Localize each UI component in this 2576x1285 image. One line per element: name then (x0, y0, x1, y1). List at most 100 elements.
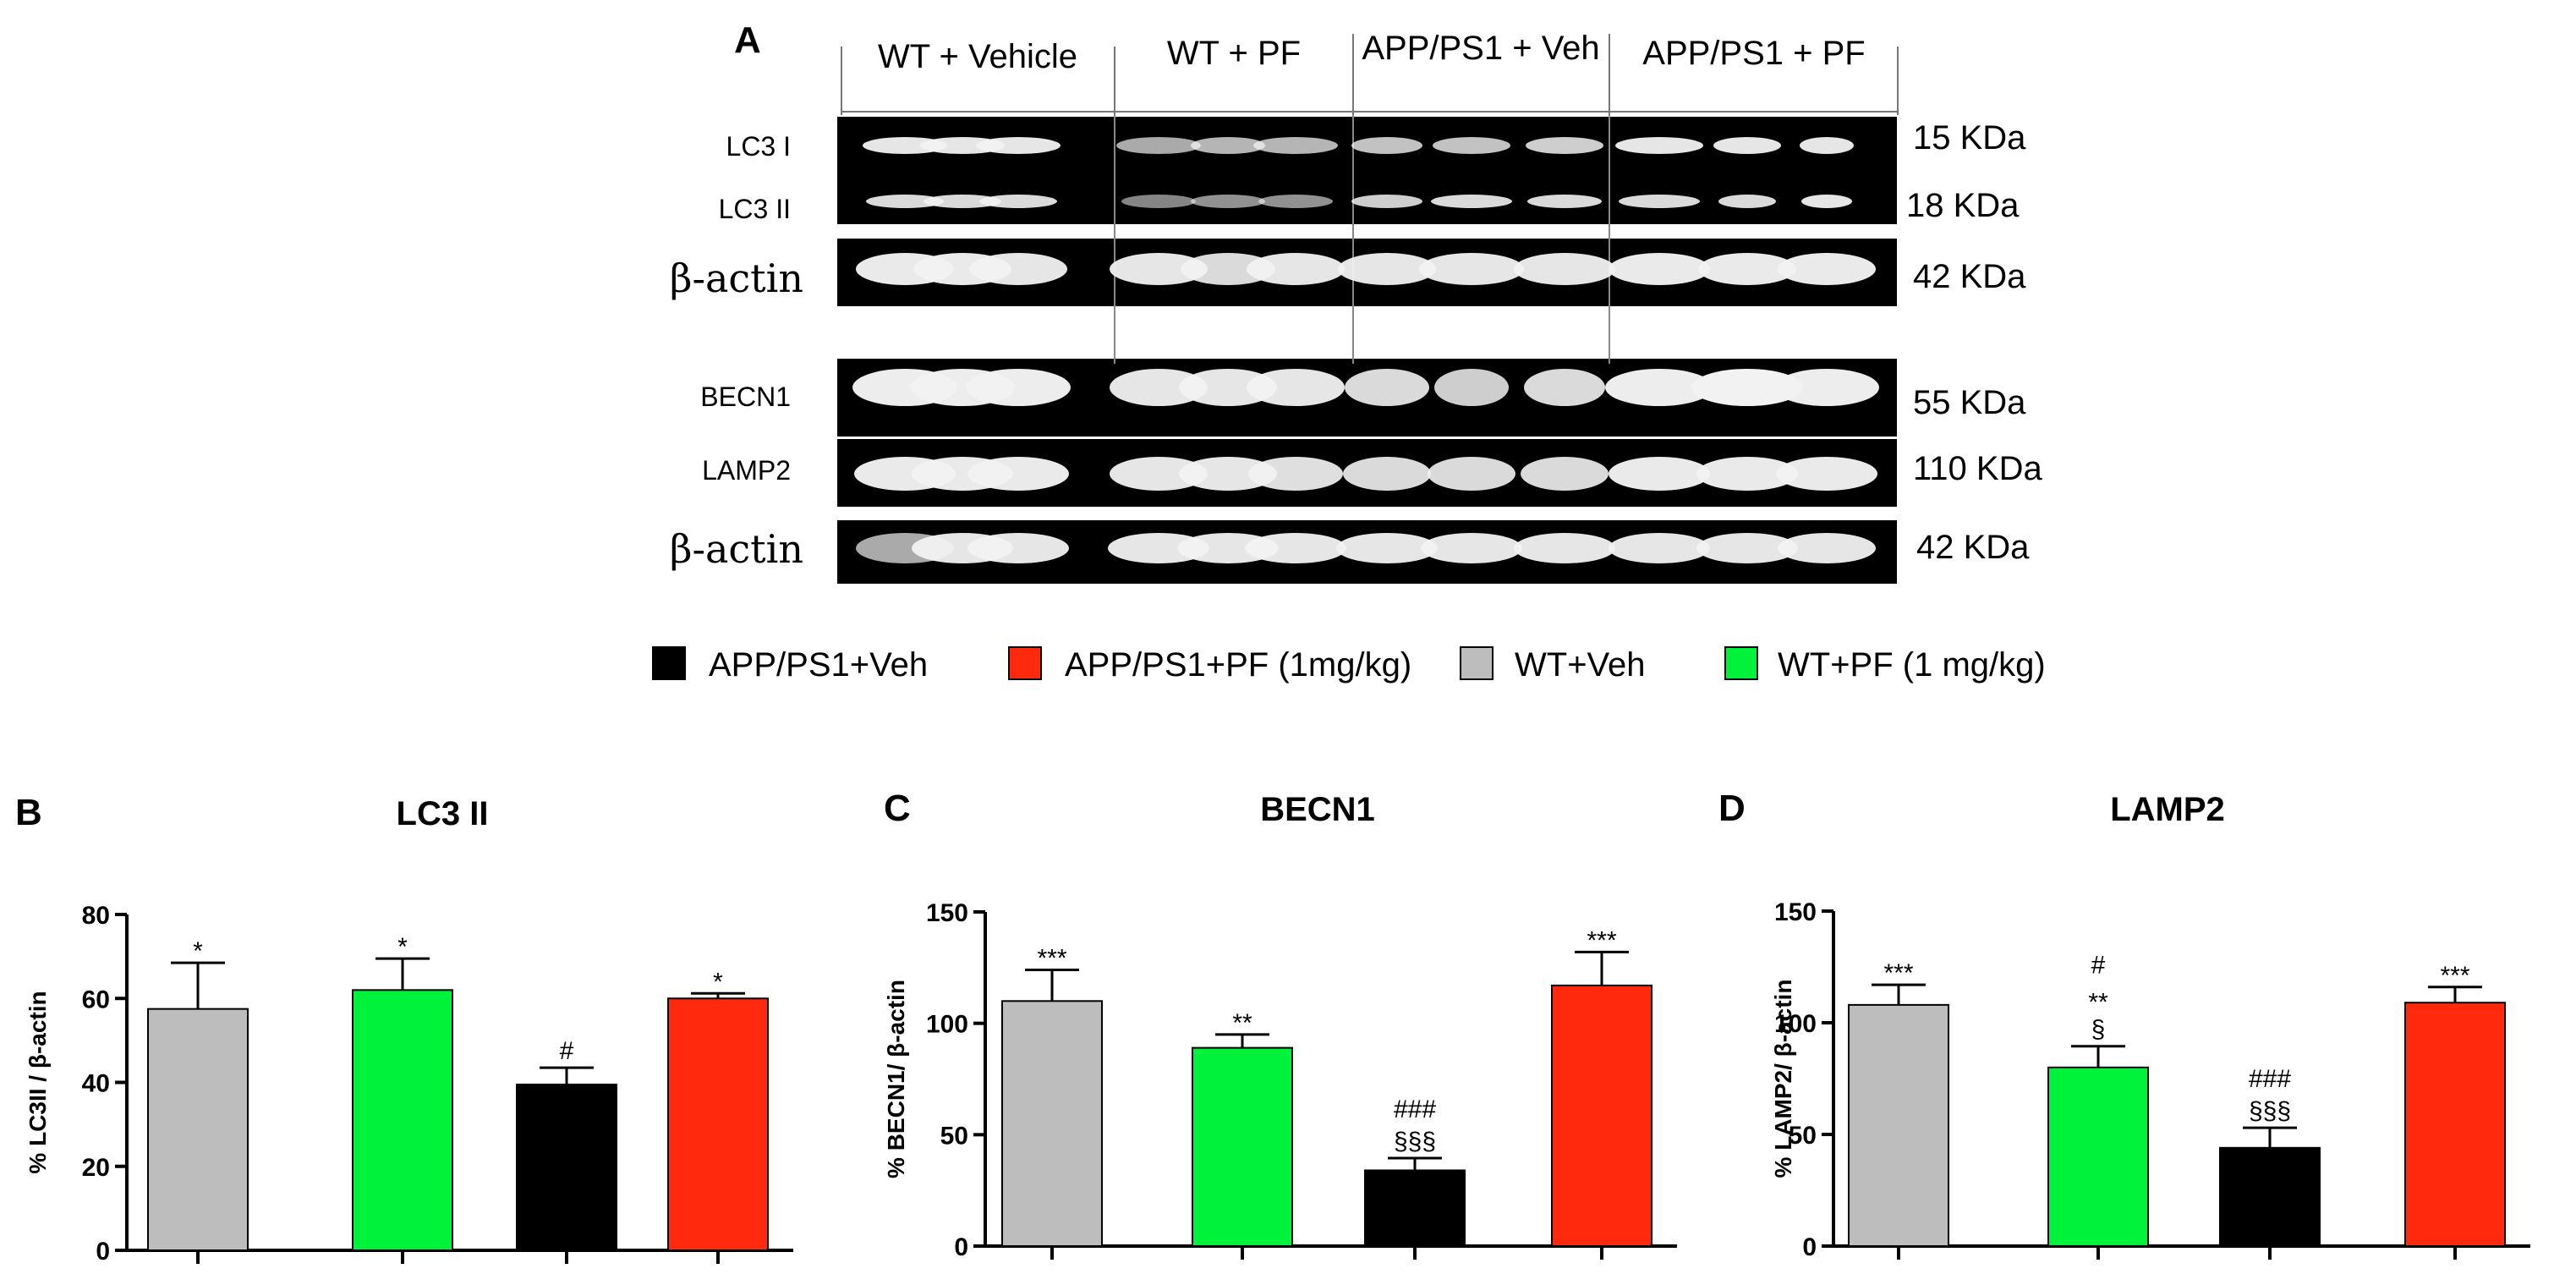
y-axis-label: % BECN1/ β-actin (883, 980, 909, 1178)
blot-row-label: LC3 I (726, 131, 791, 162)
y-tick-label: 150 (1774, 898, 1817, 926)
y-axis-label: % LC3II / β-actin (25, 991, 51, 1173)
significance-label: *** (1883, 959, 1913, 987)
blot-band (1179, 457, 1277, 491)
legend-swatch (1460, 646, 1494, 680)
blot-band (1116, 137, 1201, 154)
blot-band (1110, 369, 1208, 406)
y-tick-label: 150 (926, 899, 968, 927)
blot-band (1433, 137, 1510, 154)
blot-band (1526, 137, 1603, 154)
chart-title: LAMP2 (2110, 791, 2225, 828)
blot-size-label: 42 KDa (1913, 258, 2026, 295)
blot-size-label: 55 KDa (1913, 384, 2026, 421)
blot-size-label: 42 KDa (1916, 529, 2030, 566)
blot-separators (1114, 115, 1610, 364)
blot-band (1181, 253, 1275, 285)
legend-swatch (1008, 646, 1042, 680)
significance-label: ** (1232, 1009, 1252, 1037)
blot-row-label: LC3 II (719, 194, 791, 224)
blot-band (1245, 533, 1346, 563)
blot-group-label: WT + Vehicle (878, 38, 1077, 75)
y-tick-label: 50 (1789, 1122, 1817, 1150)
bar (1001, 1000, 1103, 1248)
significance-label: *** (2440, 962, 2469, 990)
blot-band (924, 195, 1001, 208)
blot-band (1336, 533, 1438, 563)
significance-label: *** (1037, 944, 1066, 972)
blot-band (1338, 253, 1436, 285)
blot-band (1778, 253, 1876, 285)
blot-header-lines (841, 34, 1899, 115)
bar (147, 1008, 249, 1251)
blot-band (966, 369, 1071, 406)
blot-band (1351, 137, 1422, 154)
blot-band (1343, 457, 1431, 491)
blot-band (1110, 457, 1208, 491)
panel-letter-b: B (15, 792, 42, 833)
bar (1551, 984, 1652, 1248)
blot-band (1179, 369, 1277, 406)
blot-band (1421, 533, 1522, 563)
blot-band (1609, 457, 1710, 491)
blot-band (1514, 533, 1615, 563)
bar (667, 997, 769, 1251)
panel-letter-d: D (1718, 788, 1746, 829)
blot-row-label: LAMP2 (702, 455, 791, 486)
bar (352, 989, 453, 1251)
blot-band (969, 253, 1067, 285)
blot-band (1609, 253, 1710, 285)
panel-letter-a: A (734, 19, 761, 61)
y-tick-label: 20 (82, 1154, 110, 1182)
significance-label: §§§ (1394, 1128, 1436, 1156)
blot-band (1110, 253, 1208, 285)
chart-title: BECN1 (1260, 791, 1375, 828)
blot-band (1691, 369, 1803, 406)
bar (1192, 1046, 1293, 1247)
blot-band (1345, 369, 1429, 406)
significance-label: * (713, 968, 723, 996)
blot-band (1434, 369, 1509, 406)
significance-label: ### (2249, 1065, 2291, 1093)
blot-band (967, 457, 1069, 491)
significance-label: ** (2088, 989, 2108, 1017)
significance-label: ### (1394, 1096, 1436, 1123)
chart-2: 0 50 100 150 % LAMP2/ β-actin *** # **§ ### §§§ **… (1770, 898, 2530, 1261)
significance-label: §§§ (2249, 1097, 2291, 1125)
blot-band (1247, 253, 1345, 285)
y-tick-label: 100 (1774, 1010, 1817, 1038)
bar (2219, 1146, 2321, 1247)
bar (1364, 1169, 1466, 1248)
legend-swatch (652, 646, 686, 680)
blot-band (1696, 457, 1798, 491)
legend-label: WT+Veh (1515, 646, 1646, 684)
legend-label: WT+PF (1 mg/kg) (1778, 646, 2046, 684)
y-tick-label: 60 (82, 986, 110, 1013)
blot-bands (852, 137, 1879, 563)
blot-band (1609, 533, 1710, 563)
blot-band (1247, 369, 1345, 406)
blot-group-label: WT + PF (1167, 35, 1301, 72)
panel-letter-c: C (884, 788, 911, 829)
significance-label: * (193, 937, 203, 965)
blot-strip-lc3 (837, 117, 1897, 224)
y-axis-label: % LAMP2/ β-actin (1770, 980, 1796, 1178)
blot-band (1776, 457, 1877, 491)
bar (516, 1083, 617, 1251)
blot-band (1527, 195, 1602, 208)
significance-label: § (2091, 1016, 2106, 1044)
blot-band (1248, 457, 1343, 491)
blot-band (1258, 195, 1333, 208)
significance-label: *** (1587, 926, 1616, 954)
legend-label: APP/PS1+PF (1mg/kg) (1065, 646, 1411, 684)
blot-row-label: BECN1 (700, 382, 791, 412)
blot-band (1428, 457, 1515, 491)
blot-band (1778, 533, 1876, 563)
significance-label: * (397, 933, 408, 961)
blot-band (1801, 195, 1852, 208)
blot-band (1419, 253, 1524, 285)
chart-title: LC3 II (397, 795, 489, 832)
y-tick-label: 0 (1802, 1233, 1817, 1261)
